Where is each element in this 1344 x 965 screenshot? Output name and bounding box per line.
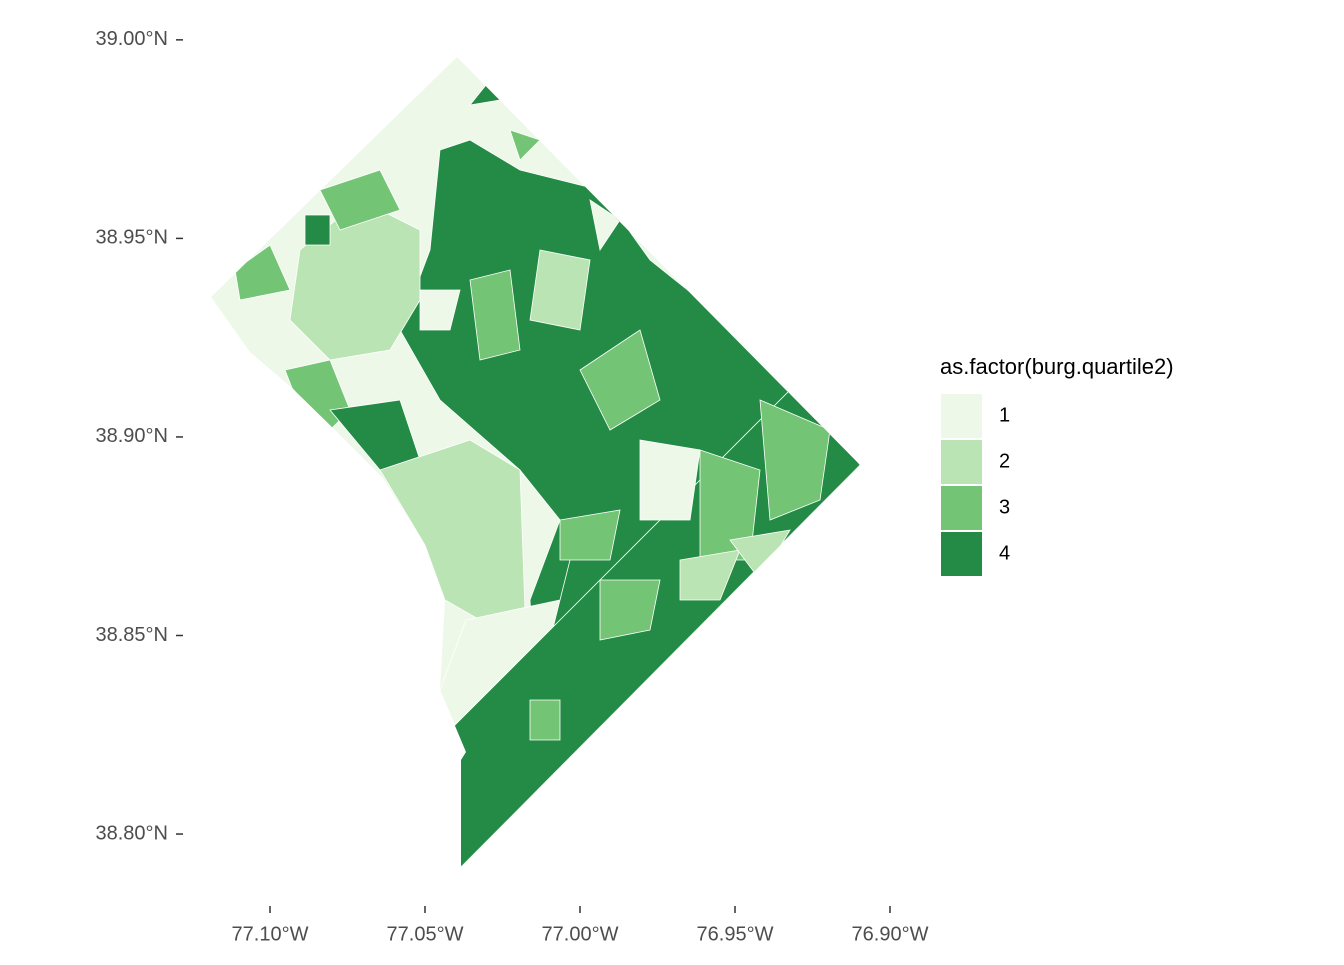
legend-key <box>941 532 982 576</box>
x-tick-label: 76.95°W <box>697 923 774 945</box>
x-tick-label: 77.10°W <box>232 923 309 945</box>
legend-label: 4 <box>999 542 1010 564</box>
districts <box>211 57 860 867</box>
y-tick-label: 38.80°N <box>96 822 169 844</box>
y-tick-label: 38.95°N <box>96 227 169 249</box>
legend-label: 1 <box>999 404 1010 426</box>
legend-key <box>941 486 982 530</box>
legend-label: 2 <box>999 450 1010 472</box>
y-tick-label: 38.90°N <box>96 425 169 447</box>
x-tick-label: 77.00°W <box>542 923 619 945</box>
legend-label: 3 <box>999 496 1010 518</box>
x-tick-label: 76.90°W <box>852 923 929 945</box>
legend-key <box>941 394 982 438</box>
y-tick-label: 39.00°N <box>96 28 169 50</box>
y-tick-label: 38.85°N <box>96 624 169 646</box>
legend-key <box>941 440 982 484</box>
legend-title: as.factor(burg.quartile2) <box>940 354 1174 379</box>
x-tick-label: 77.05°W <box>387 923 464 945</box>
